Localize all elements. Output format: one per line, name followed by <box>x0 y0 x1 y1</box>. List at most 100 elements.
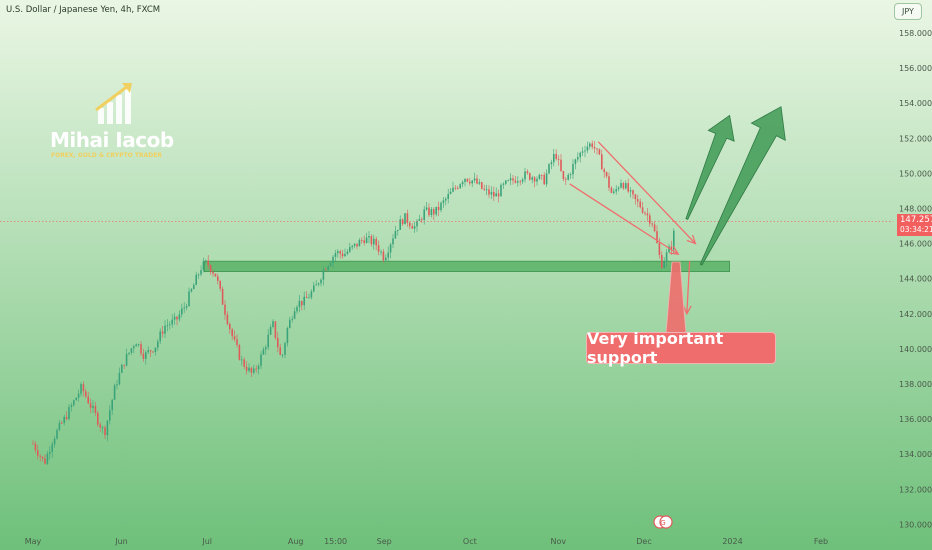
candle-body <box>301 300 303 306</box>
candle-body <box>519 181 521 183</box>
candle-body <box>193 284 195 290</box>
candle-body <box>154 347 157 352</box>
candle-body <box>536 178 538 182</box>
candle-body <box>171 319 173 325</box>
brand-tagline: FOREX, GOLD & CRYPTO TRADER <box>51 152 162 159</box>
time-axis-tick: Oct <box>463 537 477 546</box>
candle-body <box>217 276 219 281</box>
candle-body <box>418 219 421 221</box>
price-axis[interactable]: 158.000 156.000 154.000 152.000 150.000 148.0… <box>899 29 932 529</box>
candle-body <box>517 181 519 183</box>
candle-body <box>541 174 543 176</box>
candle-body <box>125 353 128 366</box>
candle-body <box>44 458 46 464</box>
candle-body <box>634 194 637 200</box>
candle-body <box>368 236 370 238</box>
candle-body <box>375 238 377 246</box>
candle-body <box>639 201 641 208</box>
candle-body <box>437 206 440 211</box>
candle-body <box>183 307 185 309</box>
candle-body <box>658 243 661 255</box>
candle-body <box>399 219 401 230</box>
candle-body <box>591 143 593 147</box>
candle-body <box>284 343 286 355</box>
candle-body <box>644 212 646 214</box>
candle-body <box>142 353 145 359</box>
candle-body <box>130 348 133 353</box>
candle-body <box>241 359 243 361</box>
bearish-arrow-head <box>669 246 680 255</box>
candle-body <box>356 243 358 247</box>
candle-body <box>257 365 260 370</box>
price-axis-tick: 136.000 <box>899 415 932 424</box>
candle-body <box>593 146 596 149</box>
candle-body <box>572 164 574 175</box>
candle-body <box>34 443 37 451</box>
price-axis-tick: 134.000 <box>899 450 932 459</box>
candle-body <box>85 391 87 397</box>
candle-body <box>538 174 541 179</box>
price-axis-tick: 148.000 <box>899 205 932 214</box>
candle-body <box>274 321 277 338</box>
candle-body <box>281 354 284 356</box>
candle-body <box>548 164 550 174</box>
candle-body <box>327 266 329 270</box>
candle-body <box>181 308 183 315</box>
candle-body <box>53 438 56 445</box>
candle-body <box>471 180 473 184</box>
candle-body <box>397 229 399 232</box>
time-axis[interactable]: May Jun Jul Aug 15:00 Sep Oct Nov Dec 2024 Feb <box>25 537 828 546</box>
candle-body <box>531 177 533 180</box>
candle-body <box>505 180 507 184</box>
candle-body <box>317 283 320 285</box>
price-axis-tick: 138.000 <box>899 380 932 389</box>
candle-body <box>305 296 308 298</box>
candle-body <box>440 202 442 211</box>
candle-body <box>279 347 281 355</box>
bullish-arrow <box>699 106 786 266</box>
candle-body <box>80 384 82 394</box>
candle-body <box>272 321 274 327</box>
candle-body <box>73 400 75 406</box>
time-axis-tick: May <box>25 537 42 546</box>
price-axis-tick: 144.000 <box>899 275 932 284</box>
time-axis-tick: Sep <box>377 537 392 546</box>
candle-body <box>651 223 653 225</box>
bearish-arrow-head <box>686 234 697 245</box>
event-marker-icon[interactable]: G <box>652 514 674 530</box>
candle-body <box>668 246 670 253</box>
candle-body <box>533 177 536 182</box>
currency-button[interactable]: JPY <box>894 3 922 20</box>
candle-body <box>262 349 265 355</box>
bullish-arrow <box>685 114 735 220</box>
candle-body <box>493 191 495 197</box>
time-axis-tick: Jul <box>201 537 212 546</box>
candle-body <box>413 226 416 229</box>
candle-body <box>661 254 663 268</box>
candle-body <box>435 206 437 215</box>
candle-body <box>526 171 529 174</box>
candle-body <box>135 344 137 347</box>
bearish-arrow-line <box>686 261 691 314</box>
candle-body <box>610 187 613 193</box>
candle-body <box>75 397 77 401</box>
candle-body <box>351 245 353 248</box>
svg-text:G: G <box>660 519 665 527</box>
candle-body <box>41 456 44 459</box>
candle-body <box>325 269 327 271</box>
candle-body <box>291 318 293 320</box>
candle-body <box>428 207 430 216</box>
candle-body <box>404 213 406 225</box>
candle-body <box>94 405 97 413</box>
price-axis-tick: 158.000 <box>899 29 932 38</box>
candle-body <box>649 215 651 224</box>
candle-body <box>322 269 325 280</box>
support-zone[interactable] <box>204 260 730 272</box>
candle-body <box>387 252 389 258</box>
candle-body <box>70 405 73 407</box>
candle-body <box>161 331 164 334</box>
candle-body <box>473 178 476 181</box>
candle-body <box>430 209 433 216</box>
time-axis-tick: Feb <box>814 537 828 546</box>
